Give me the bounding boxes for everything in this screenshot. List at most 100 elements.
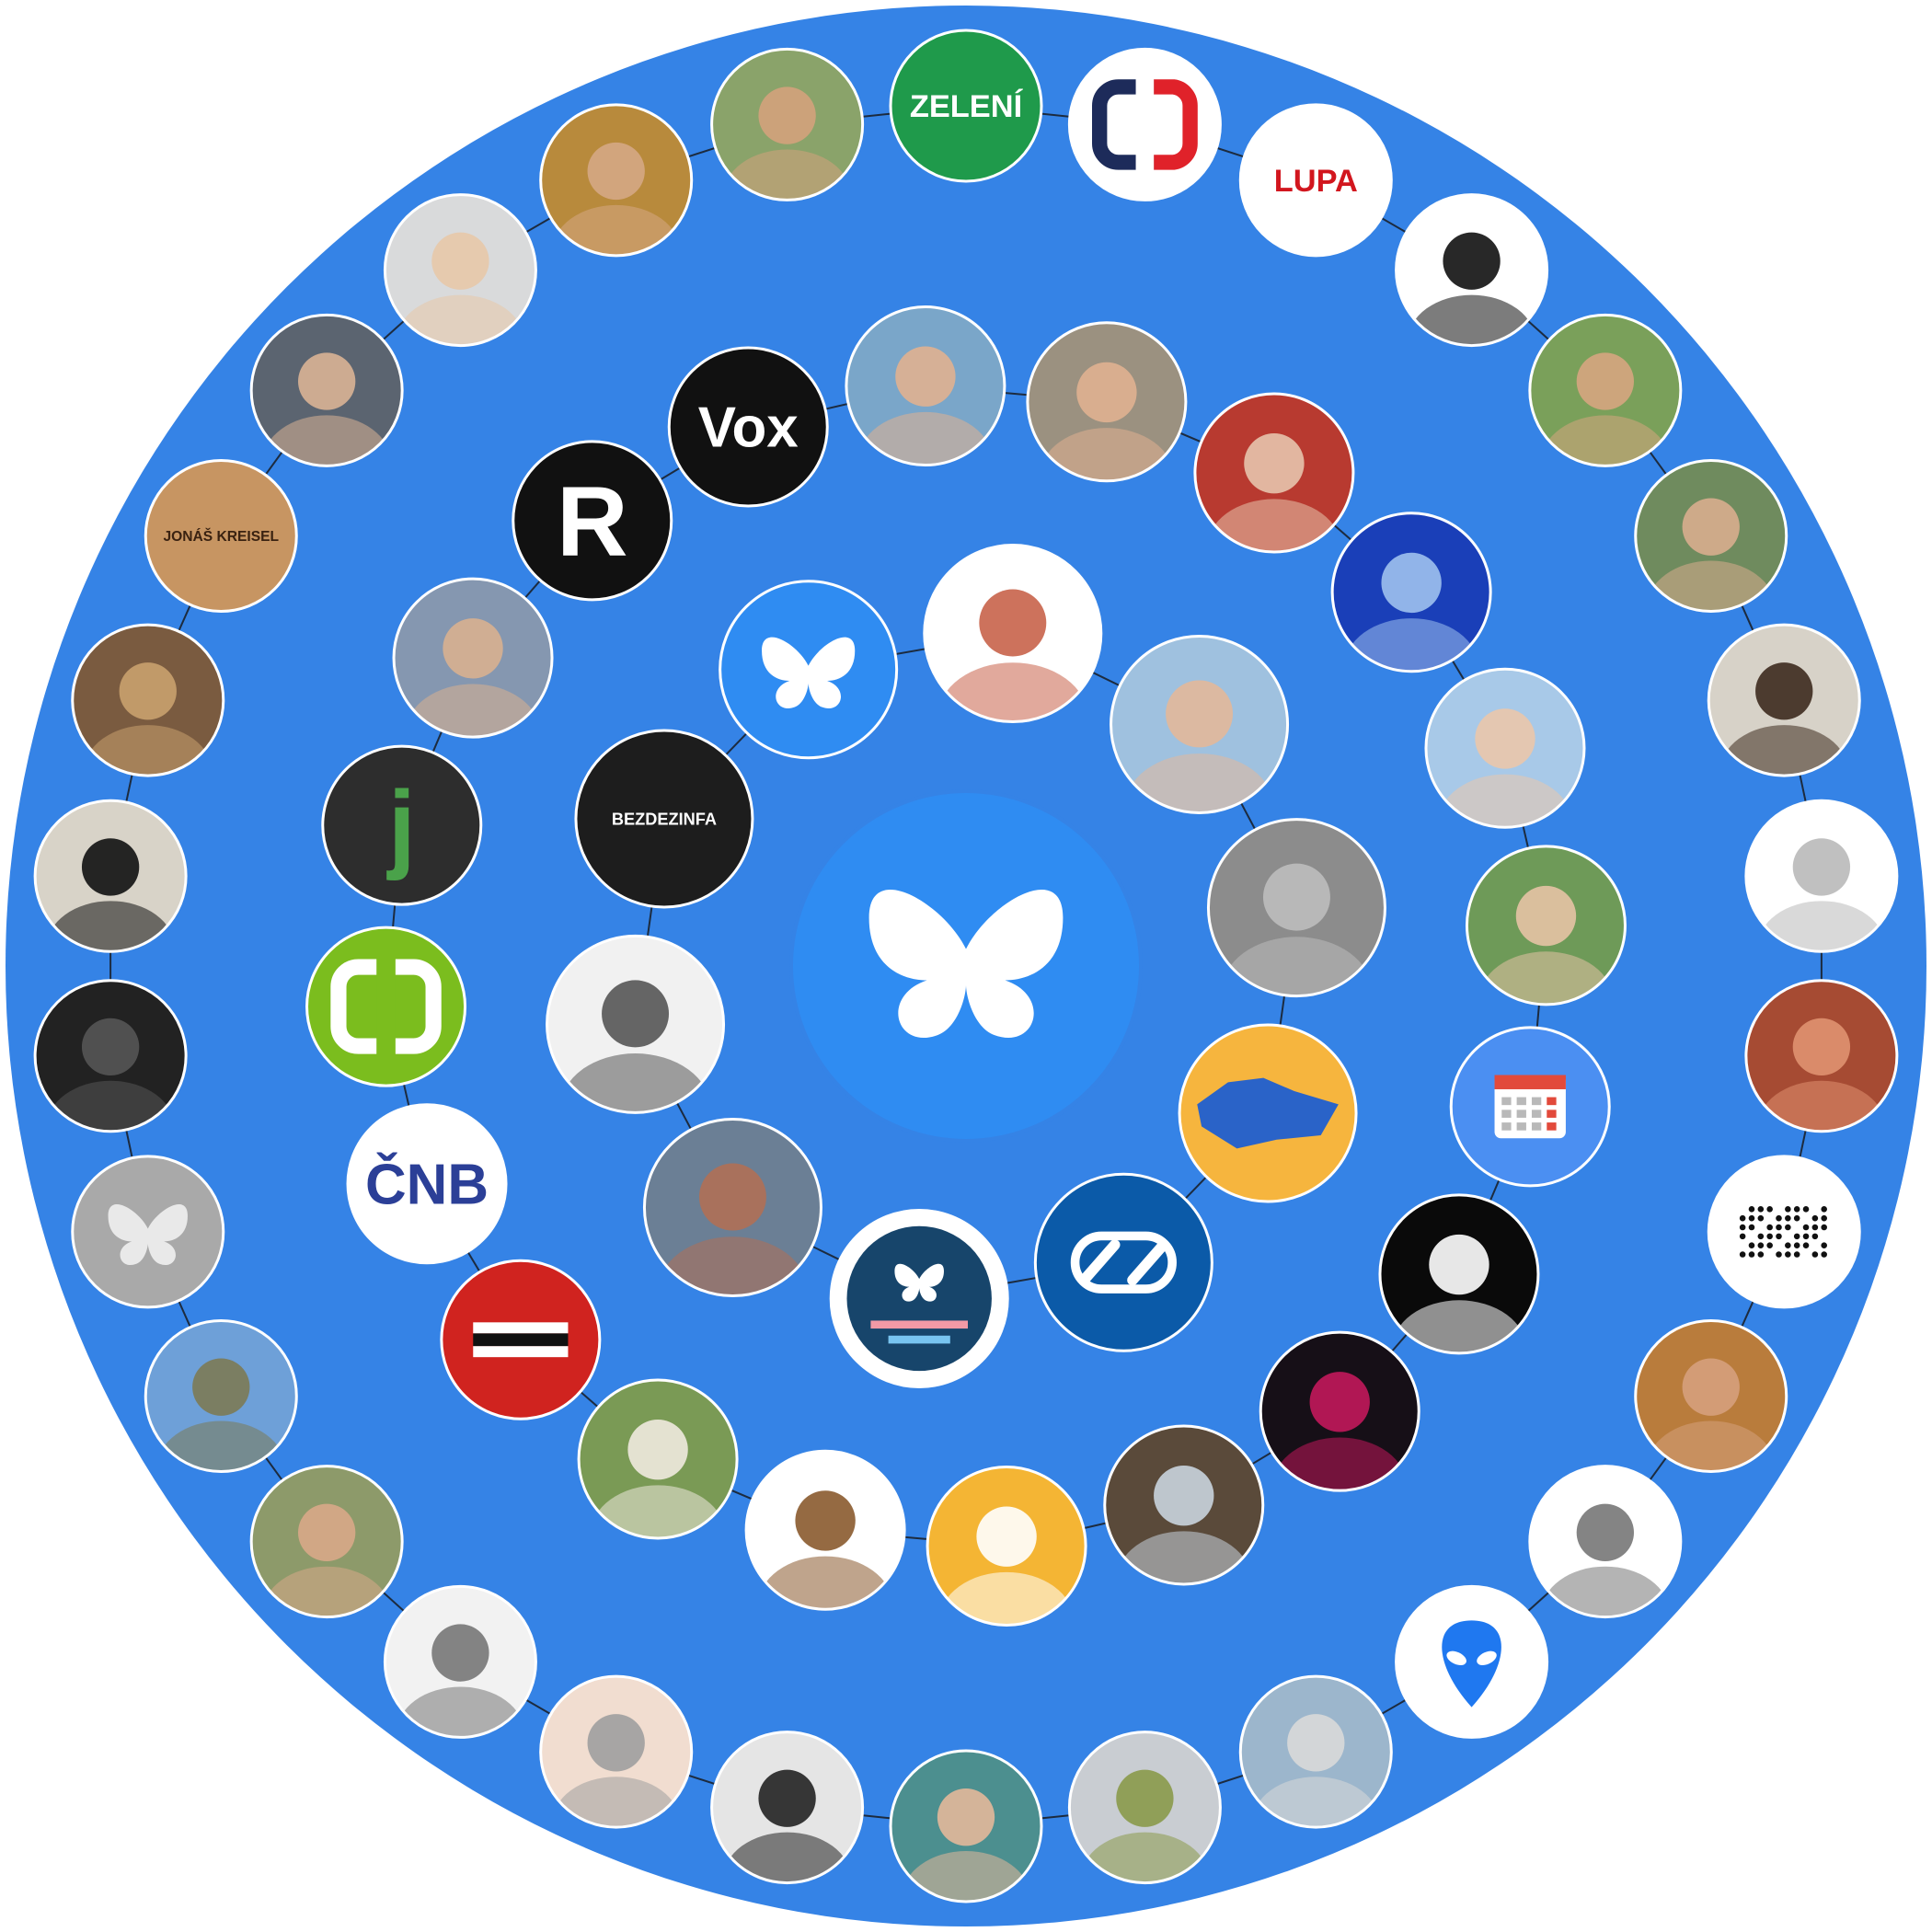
avatar-woman-mug[interactable] — [889, 1749, 1043, 1932]
avatar-young-man-long-hair[interactable] — [1424, 667, 1586, 872]
avatar-border — [710, 1731, 865, 1885]
photo-head — [1244, 433, 1305, 494]
avatar-man-santa-hat[interactable] — [1528, 313, 1683, 509]
avatar-border — [574, 729, 754, 909]
r-logo-label: R — [557, 466, 628, 576]
avatar-border — [1026, 321, 1188, 483]
avatar-bezdezinfa[interactable]: BEZDEZINFA — [574, 729, 754, 909]
avatar-border — [642, 1118, 822, 1298]
photo-body — [722, 1832, 852, 1883]
photo-head — [1682, 1358, 1740, 1416]
photo-body — [758, 1556, 893, 1610]
avatar-pixel-face[interactable] — [642, 1118, 822, 1347]
photo-head — [431, 232, 489, 290]
photo-body — [938, 1571, 1075, 1626]
photo-body — [262, 1566, 391, 1617]
avatar-manhole-cover[interactable] — [1206, 818, 1386, 1047]
photo-head — [81, 838, 140, 896]
avatar-eiffel-tower[interactable] — [144, 1319, 298, 1515]
avatar-red-hair-woman[interactable] — [1193, 392, 1355, 597]
avatar-bird-emblem[interactable] — [1378, 1193, 1540, 1398]
photo-body — [657, 1236, 809, 1296]
avatar-man-suit[interactable] — [249, 313, 404, 509]
photo-head — [758, 86, 816, 144]
avatar-arrow-j[interactable]: j — [321, 744, 483, 906]
avatar-dino-eye[interactable] — [1103, 1424, 1265, 1629]
avatar-red-lips[interactable] — [1744, 979, 1899, 1175]
avatar-man-striped-shirt[interactable] — [1110, 634, 1290, 863]
avatar-camper-van[interactable] — [1238, 1674, 1393, 1870]
photo-head — [979, 589, 1047, 657]
avatar-man-railway[interactable] — [1026, 321, 1188, 526]
avatar-blue-sky-badge[interactable] — [829, 1208, 1009, 1388]
avatar-vox[interactable]: Vox — [667, 346, 829, 508]
photo-head — [758, 1769, 816, 1827]
avatar-woman-blue-dress[interactable] — [1465, 845, 1627, 1050]
avatar-anime-girl[interactable] — [1259, 1330, 1420, 1535]
avatar-window-profile[interactable] — [1744, 799, 1899, 995]
photo-head — [937, 1788, 995, 1846]
avatar-cnb[interactable]: ČNB — [346, 1103, 508, 1265]
avatar-beret-cartoon[interactable] — [926, 1465, 1087, 1670]
photo-body — [262, 415, 391, 466]
avatar-gecko-key[interactable] — [1395, 193, 1549, 389]
photo-head — [1475, 708, 1535, 769]
avatar-man-bar[interactable] — [1634, 1319, 1788, 1515]
avatar-border — [1330, 512, 1492, 673]
avatar-man-red-eyes[interactable] — [845, 305, 1006, 511]
avatar-border — [383, 1584, 537, 1739]
photo-head — [587, 1714, 645, 1772]
avatar-equals-flag[interactable] — [440, 1259, 602, 1420]
avatar-border — [577, 1378, 739, 1540]
avatar-man-glasses-cap[interactable] — [1634, 459, 1788, 655]
avatar-braille[interactable] — [1707, 1155, 1861, 1309]
photo-head — [1287, 1714, 1345, 1772]
avatar-bald-man[interactable] — [249, 1465, 404, 1661]
avatar-woman-blonde-phone[interactable] — [383, 193, 537, 389]
avatar-zeleni[interactable]: ZELENÍ — [889, 29, 1043, 183]
avatar-cartoon-cat[interactable] — [923, 544, 1103, 773]
avatar-bearded-man-bw[interactable] — [546, 934, 726, 1163]
avatar-border — [1634, 1319, 1788, 1473]
avatar-ct-tv[interactable] — [1067, 47, 1222, 201]
avatar-border — [440, 1259, 602, 1420]
avatar-astronaut-mask[interactable] — [710, 1731, 865, 1926]
avatar-border — [1395, 193, 1549, 348]
photo-head — [431, 1624, 489, 1682]
avatar-cartoon-grey-man[interactable] — [539, 1674, 694, 1870]
avatar-panda-plush[interactable] — [33, 799, 188, 995]
avatar-wooden-token[interactable]: JONÁŠ KREISEL — [144, 459, 298, 613]
avatar-link-arrows[interactable] — [1033, 1172, 1213, 1352]
avatar-man-bw-smile[interactable] — [383, 1584, 537, 1780]
avatar-czech-map[interactable] — [1178, 1023, 1358, 1203]
photo-body — [1272, 1437, 1408, 1491]
avatar-border — [1033, 1172, 1213, 1352]
avatar-amoeba[interactable] — [1067, 1731, 1222, 1926]
avatar-ram-glitter[interactable] — [1330, 512, 1492, 717]
avatar-shop-shelves[interactable] — [71, 623, 225, 819]
photo-head — [1154, 1465, 1214, 1526]
avatar-man-long-hair[interactable] — [539, 103, 694, 299]
butterfly-icon — [894, 1263, 944, 1302]
photo-head — [976, 1506, 1037, 1567]
avatar-bluesky-logo[interactable] — [719, 580, 899, 760]
avatar-border — [926, 1465, 1087, 1627]
avatar-black-wolf[interactable] — [33, 979, 188, 1175]
avatar-alien[interactable] — [1395, 1584, 1549, 1739]
avatar-calendar[interactable] — [1449, 1026, 1611, 1188]
photo-body — [1221, 937, 1373, 996]
avatar-ct-green[interactable] — [305, 926, 467, 1087]
avatar-r-logo[interactable]: R — [512, 440, 673, 602]
avatar-lupa[interactable]: LUPA — [1238, 103, 1393, 258]
avatar-man-sunny[interactable] — [710, 47, 865, 243]
avatar-border — [719, 580, 899, 760]
avatar-man-beanie[interactable] — [392, 577, 554, 782]
avatar-white-goat[interactable] — [577, 1378, 739, 1583]
avatar-pub-stamp[interactable] — [1528, 1465, 1683, 1661]
photo-body — [1437, 774, 1573, 828]
avatar-hedgehog-cartoon[interactable] — [744, 1449, 906, 1654]
avatar-border — [71, 1155, 225, 1309]
avatar-bluesky-grey[interactable] — [71, 1155, 225, 1309]
avatar-bearded-portrait[interactable] — [1707, 623, 1861, 819]
